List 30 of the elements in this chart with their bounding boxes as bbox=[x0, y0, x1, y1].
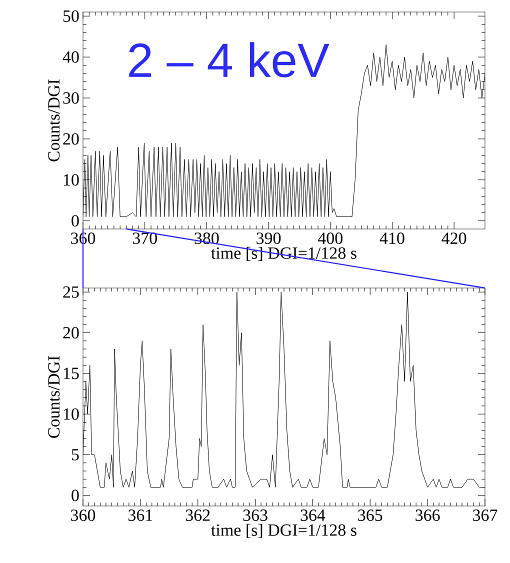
x-tick-label: 370 bbox=[132, 232, 157, 244]
y-axis-title: Counts/DGI bbox=[48, 356, 60, 438]
y-tick-label: 50 bbox=[63, 10, 79, 22]
x-tick-label: 365 bbox=[358, 510, 382, 521]
y-tick-label: 10 bbox=[64, 174, 79, 186]
y-tick-label: 0 bbox=[72, 490, 79, 502]
y-axis-title: Counts/DGI bbox=[48, 80, 60, 162]
y-tick-label: 10 bbox=[64, 408, 79, 420]
x-axis-title: time [s] DGI=1/128 s bbox=[211, 246, 356, 261]
x-tick-label: 390 bbox=[256, 232, 281, 244]
x-axis-title: time [s] DGI=1/128 s bbox=[211, 524, 356, 538]
x-tick-label: 410 bbox=[380, 232, 404, 244]
annotation: 2 – 4 keV bbox=[129, 42, 330, 78]
x-tick-label: 367 bbox=[473, 510, 498, 521]
y-tick-label: 40 bbox=[62, 51, 79, 63]
y-tick-label: 20 bbox=[63, 327, 79, 338]
x-tick-label: 363 bbox=[243, 510, 268, 521]
x-tick-label: 400 bbox=[318, 232, 342, 244]
x-tick-label: 362 bbox=[186, 510, 210, 521]
x-tick-label: 360 bbox=[71, 510, 96, 522]
x-tick-label: 420 bbox=[442, 232, 466, 244]
y-tick-label: 0 bbox=[72, 215, 79, 227]
y-tick-label: 20 bbox=[63, 133, 79, 145]
x-tick-label: 361 bbox=[128, 510, 152, 521]
x-tick-label: 366 bbox=[416, 510, 440, 521]
y-tick-label: 30 bbox=[63, 92, 79, 104]
y-tick-label: 25 bbox=[63, 286, 79, 298]
x-tick-label: 364 bbox=[300, 510, 326, 521]
y-tick-label: 15 bbox=[64, 368, 79, 380]
y-tick-label: 5 bbox=[72, 449, 79, 460]
